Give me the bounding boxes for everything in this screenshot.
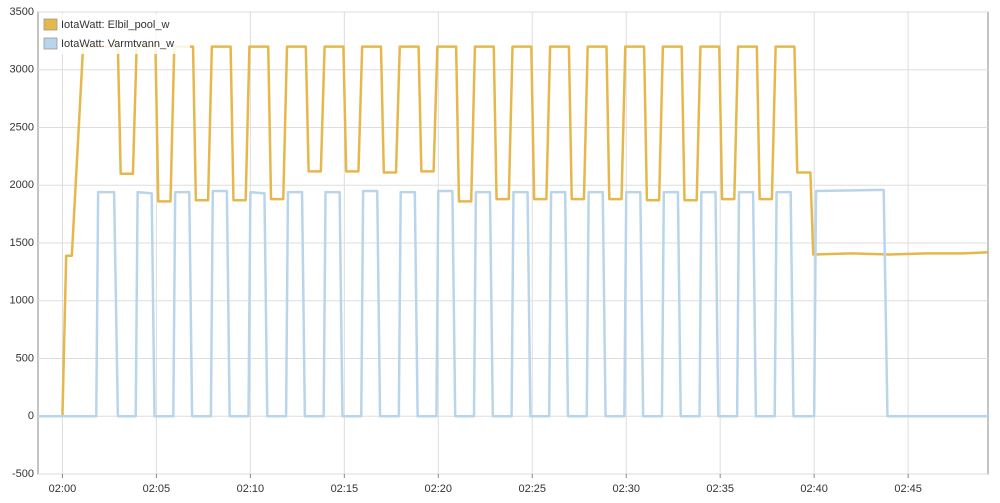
y-tick-label: 1000 xyxy=(10,295,34,307)
y-tick-label: 2500 xyxy=(10,121,34,133)
legend: IotaWatt: Elbil_pool_w IotaWatt: Varmtvan… xyxy=(40,14,190,54)
legend-label: IotaWatt: Varmtvann_w xyxy=(61,38,174,50)
x-tick-label: 02:45 xyxy=(894,483,922,495)
x-tick-label: 02:20 xyxy=(425,483,453,495)
series-line xyxy=(38,188,988,418)
legend-swatch xyxy=(43,18,58,31)
y-tick-label: 500 xyxy=(16,352,34,364)
x-tick-label: 02:30 xyxy=(612,483,640,495)
legend-background xyxy=(40,14,190,54)
x-tick-label: 02:35 xyxy=(706,483,734,495)
x-tick-label: 02:15 xyxy=(331,483,359,495)
y-tick-label: 0 xyxy=(28,410,34,422)
legend-swatch xyxy=(43,37,58,50)
series-line xyxy=(38,45,989,418)
y-tick-label: 1500 xyxy=(10,237,34,249)
x-tick-label: 02:25 xyxy=(518,483,546,495)
x-tick-label: 02:10 xyxy=(237,483,265,495)
x-tick-label: 02:00 xyxy=(49,483,77,495)
y-tick-label: 3000 xyxy=(10,64,34,76)
x-tick-label: 02:40 xyxy=(800,483,828,495)
legend-label: IotaWatt: Elbil_pool_w xyxy=(61,19,169,31)
x-tick-label: 02:05 xyxy=(143,483,171,495)
y-tick-label: 3500 xyxy=(10,6,34,18)
y-tick-label: -500 xyxy=(12,468,34,480)
y-tick-label: 2000 xyxy=(10,179,34,191)
